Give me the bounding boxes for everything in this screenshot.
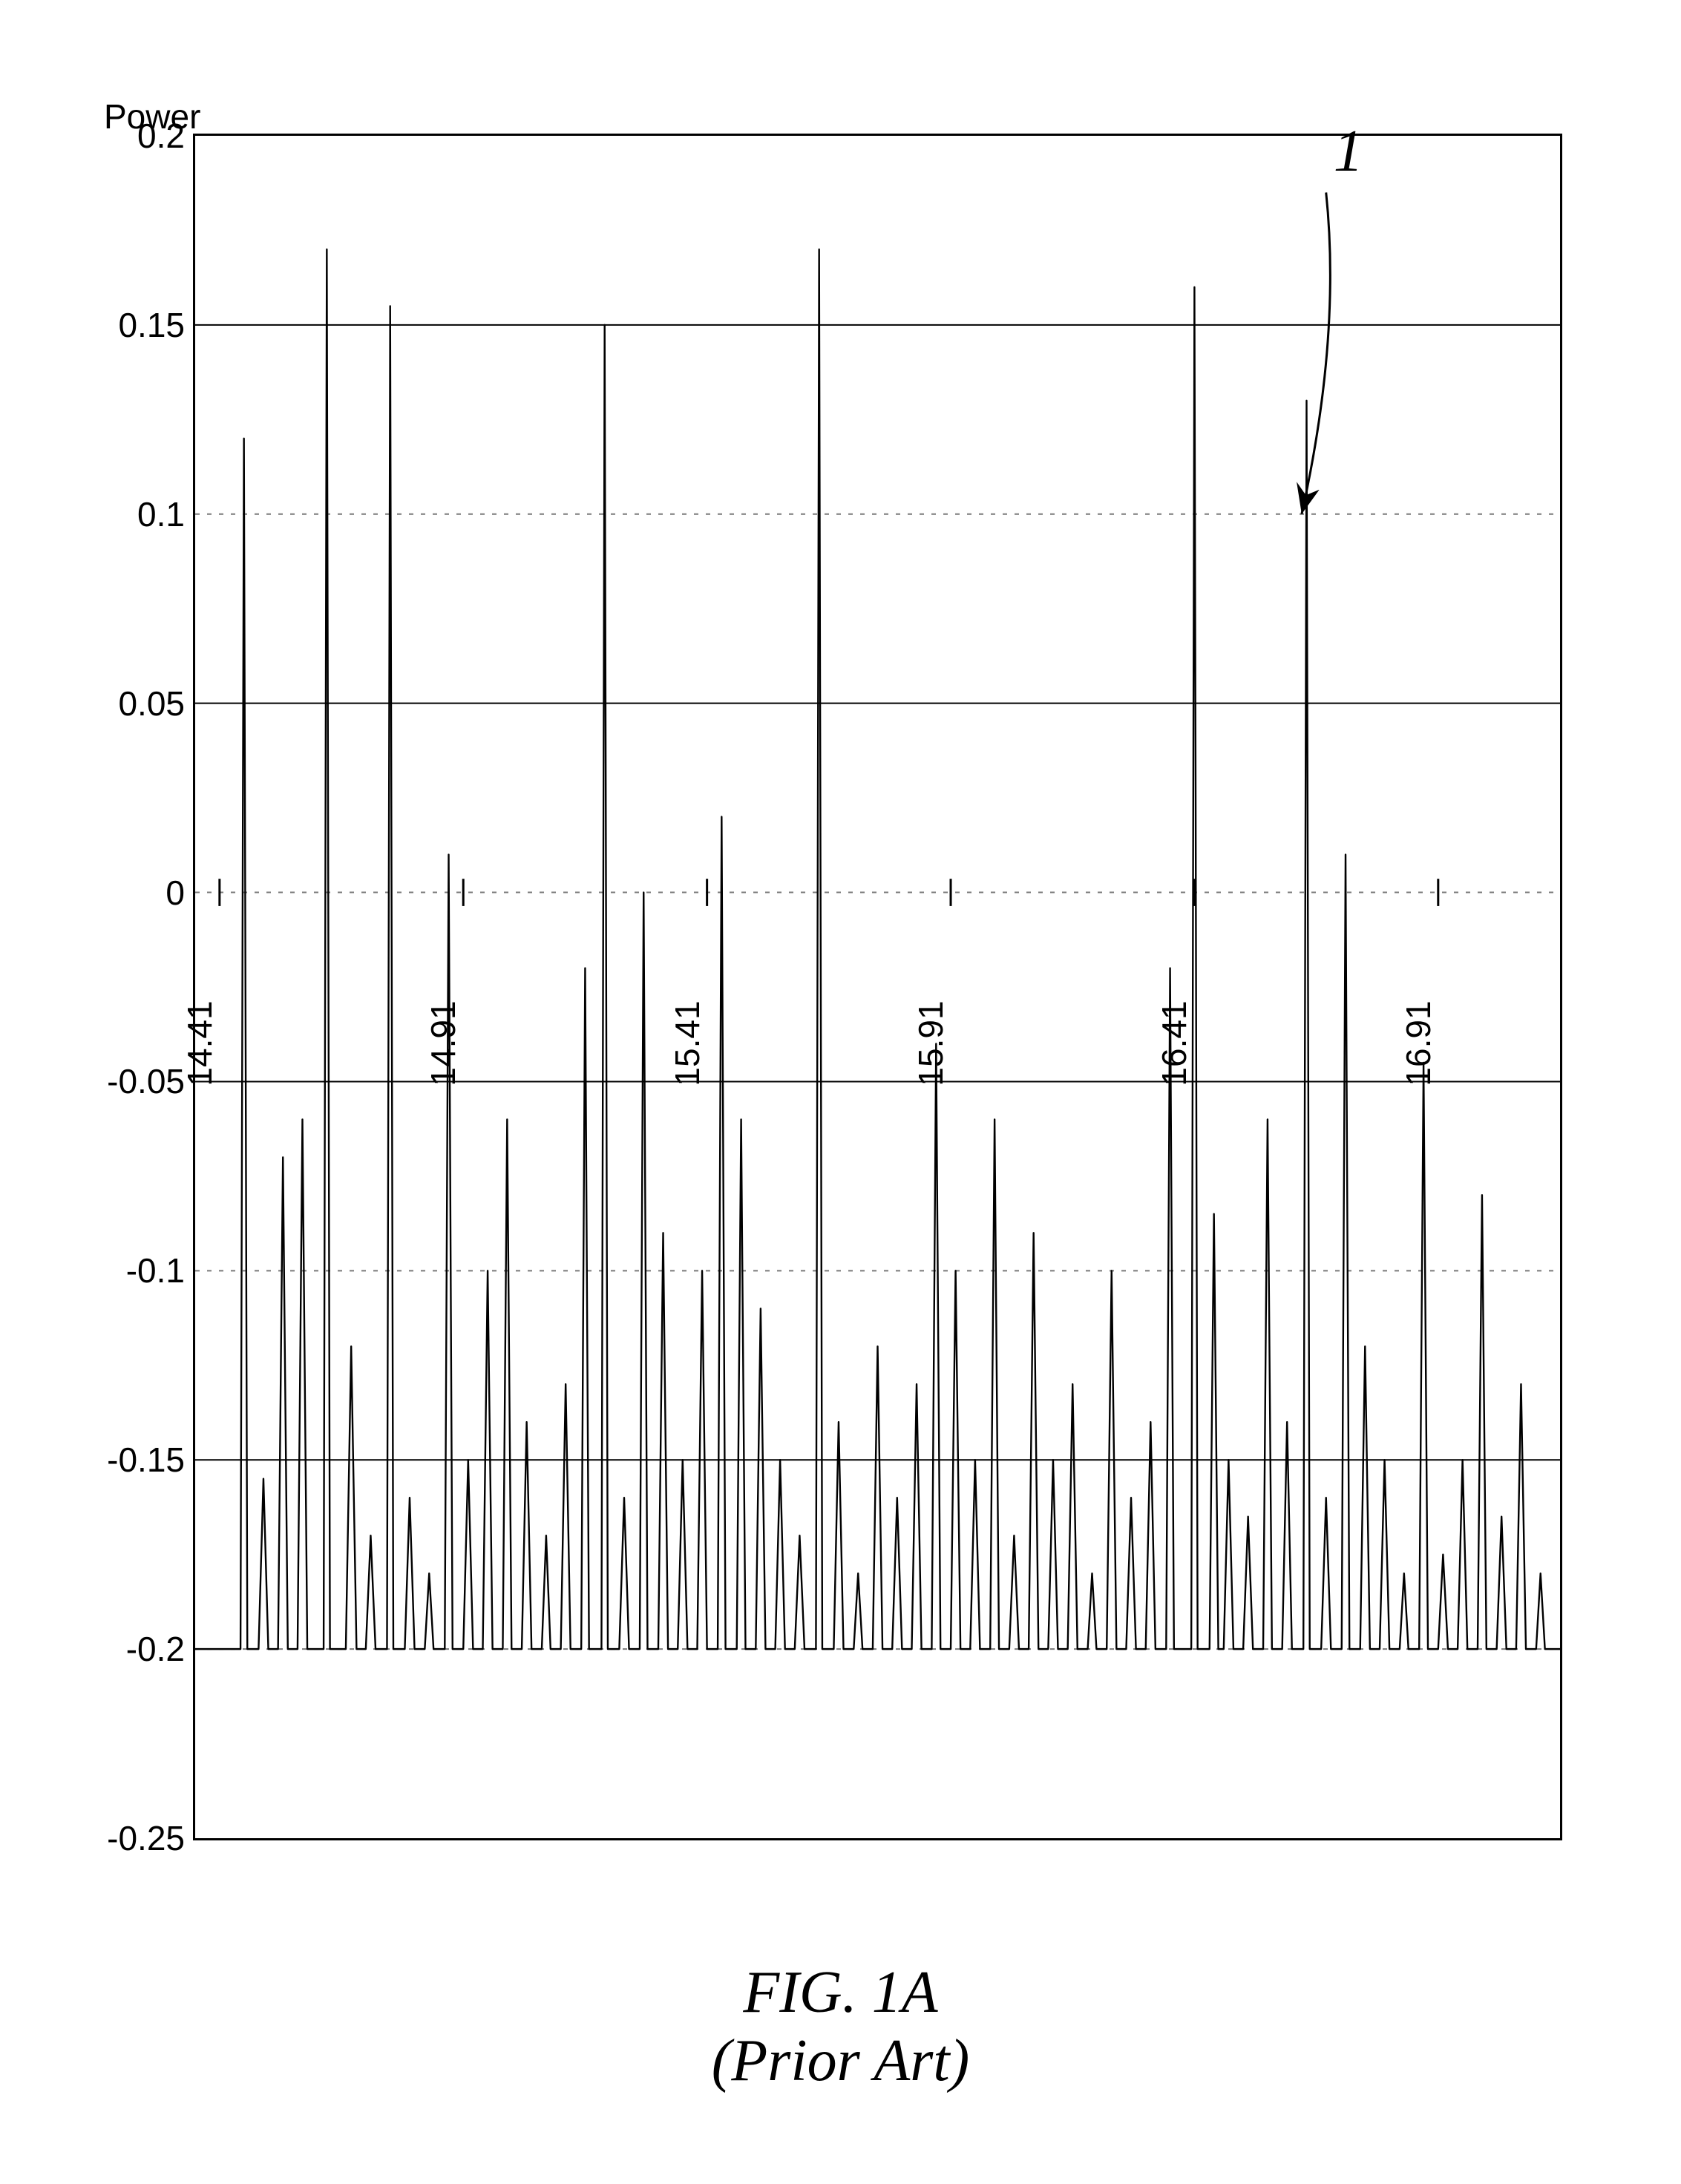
figure-caption: FIG. 1A (Prior Art) — [712, 1958, 969, 2095]
y-tick-label: 0.1 — [137, 494, 195, 534]
y-tick-label: 0 — [166, 873, 195, 913]
chart-area: Power 0.20.150.10.050-0.05-0.1-0.15-0.2-… — [193, 134, 1562, 1840]
caption-line-2: (Prior Art) — [712, 2027, 969, 2095]
page: Power 0.20.150.10.050-0.05-0.1-0.15-0.2-… — [0, 0, 1681, 2184]
caption-line-1: FIG. 1A — [712, 1958, 969, 2027]
y-tick-label: -0.2 — [126, 1629, 195, 1669]
y-tick-label: -0.15 — [107, 1440, 195, 1480]
plot-frame: 0.20.150.10.050-0.05-0.1-0.15-0.2-0.25 1… — [193, 134, 1562, 1840]
y-tick-label: -0.25 — [107, 1818, 195, 1858]
callout-arrow — [195, 136, 1560, 1838]
y-tick-label: -0.1 — [126, 1250, 195, 1291]
callout-label: 1 — [1334, 118, 1363, 186]
y-tick-label: 0.15 — [118, 305, 195, 345]
y-tick-label: 0.05 — [118, 683, 195, 724]
y-tick-label: 0.2 — [137, 116, 195, 156]
